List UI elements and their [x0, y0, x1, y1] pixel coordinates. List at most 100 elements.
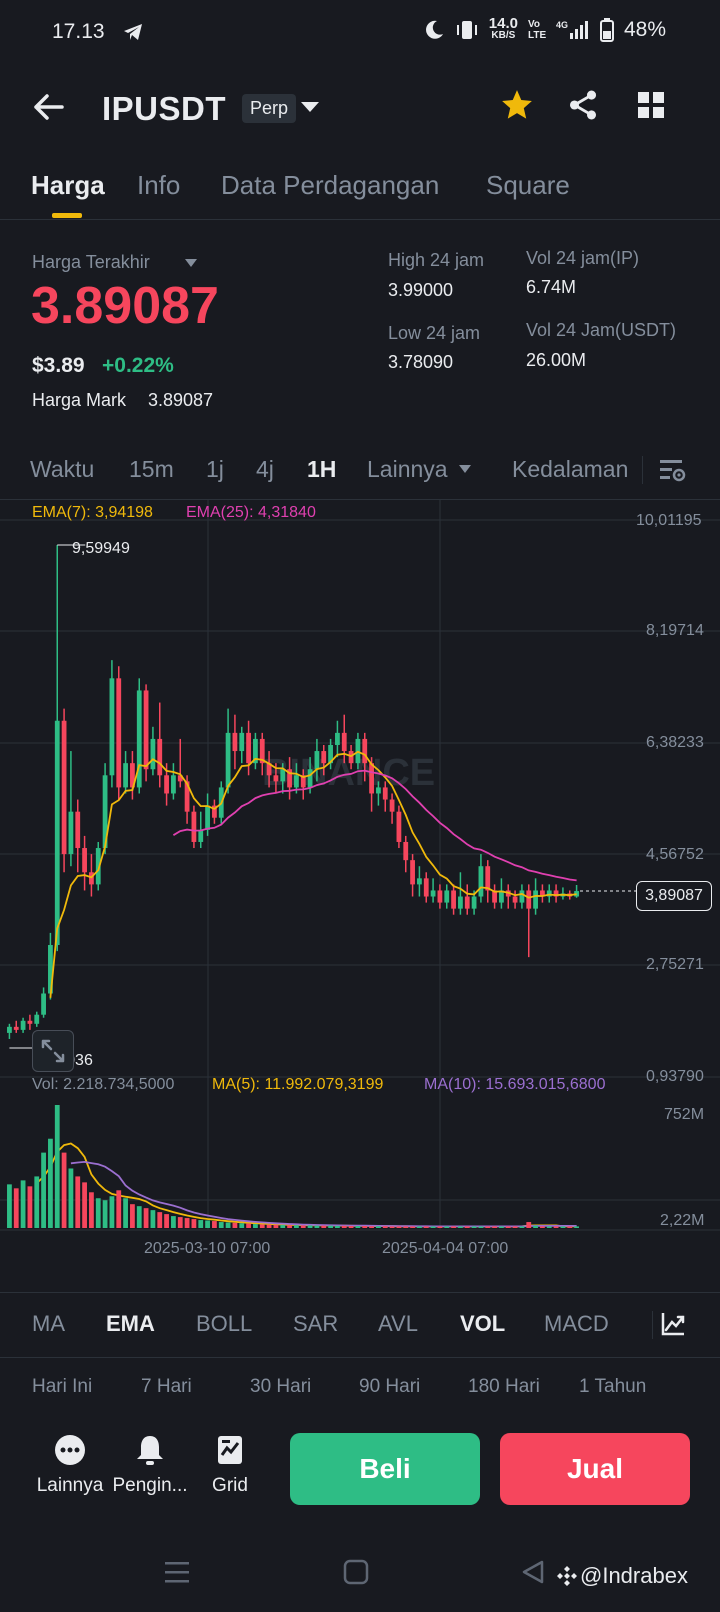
net-speed-unit: KB/S [491, 30, 516, 41]
price-tick-1: 10,01195 [636, 512, 702, 529]
alert-button[interactable]: Pengin... [105, 1433, 195, 1497]
interval-1h[interactable]: 1H [307, 456, 337, 482]
indicator-settings-icon[interactable] [660, 1311, 686, 1337]
volume-bar [382, 1226, 388, 1228]
price-tick-6: 0,93790 [646, 1068, 704, 1085]
indicator-boll[interactable]: BOLL [196, 1311, 253, 1336]
tab-square[interactable]: Square [486, 170, 570, 200]
volume-bar [423, 1226, 429, 1228]
perp-badge: Perp [242, 94, 297, 123]
period-1y[interactable]: 1 Tahun [579, 1376, 647, 1397]
period-90d[interactable]: 90 Hari [359, 1376, 421, 1397]
volume-bar [164, 1214, 169, 1228]
candle-body [143, 690, 149, 770]
candle-body [239, 732, 245, 752]
indicator-sar[interactable]: SAR [293, 1311, 339, 1336]
grid-button[interactable]: Grid [185, 1433, 275, 1497]
volume-bar [321, 1225, 327, 1228]
volume-bar [123, 1198, 128, 1228]
interval-kedalaman[interactable]: Kedalaman [512, 456, 629, 482]
battery-icon [599, 18, 614, 42]
sell-button[interactable]: Jual [500, 1433, 690, 1505]
candle-body [95, 848, 101, 885]
candle-body [430, 890, 436, 897]
chart-settings-icon[interactable] [658, 456, 686, 484]
candle-body [54, 720, 60, 946]
vol-usdt-value: 26.00M [526, 350, 587, 370]
volume-bar [136, 1206, 142, 1228]
volume-bar [259, 1224, 265, 1228]
candle-body [246, 732, 251, 764]
more-label: Lainnya [36, 1475, 104, 1496]
volume-bar [171, 1216, 176, 1228]
price-change: +0.22% [102, 354, 174, 377]
indicator-ema[interactable]: EMA [106, 1311, 155, 1336]
back-icon[interactable] [520, 1559, 546, 1585]
volume-bar [218, 1222, 224, 1228]
interval-15m[interactable]: 15m [129, 456, 174, 482]
indicator-macd[interactable]: MACD [544, 1311, 609, 1336]
chart-area[interactable]: BINANCE EMA(7): 3,94198 EMA(25): 4,31840… [0, 500, 720, 1270]
volume-bar [355, 1226, 361, 1228]
symbol-title[interactable]: IPUSDT [102, 90, 227, 127]
candle-body [410, 860, 415, 885]
volume-bar [273, 1224, 279, 1228]
volume-bar [246, 1223, 251, 1228]
buy-button[interactable]: Beli [290, 1433, 480, 1505]
caret-down-icon[interactable] [184, 258, 198, 268]
interval-waktu[interactable]: Waktu [30, 456, 95, 482]
candle-body [102, 775, 108, 849]
back-arrow-icon[interactable] [32, 92, 66, 122]
candle-body [540, 890, 545, 897]
star-icon[interactable] [500, 88, 534, 122]
low-24h-value: 3.78090 [388, 352, 454, 372]
volume-bar [184, 1218, 190, 1228]
more-button[interactable]: Lainnya [25, 1433, 115, 1497]
tab-info[interactable]: Info [137, 170, 181, 200]
volte-label: Vo LTE [527, 19, 547, 41]
volume-bar [82, 1182, 87, 1228]
price-tick-3: 6,38233 [646, 734, 704, 751]
divider [642, 456, 643, 484]
volume-bar [546, 1226, 552, 1228]
volume-bar [485, 1226, 491, 1228]
volume-bar [553, 1226, 559, 1228]
grid-menu-icon[interactable] [636, 90, 666, 120]
home-icon[interactable] [343, 1559, 369, 1585]
period-180d[interactable]: 180 Hari [468, 1376, 540, 1397]
candle-body [150, 738, 156, 770]
volume-bar [27, 1186, 33, 1228]
vol-tick-max: 752M [664, 1106, 705, 1123]
ma5-label: MA(5): 11.992.079,3199 [212, 1076, 384, 1093]
fullscreen-button[interactable] [32, 1030, 74, 1072]
volume-bar [68, 1168, 74, 1228]
interval-lainnya[interactable]: Lainnya [367, 456, 448, 482]
candle-body [396, 811, 402, 842]
candle-body [382, 787, 388, 800]
volume-bar [444, 1226, 450, 1228]
volume-bar [403, 1226, 409, 1228]
candle-body [492, 890, 497, 903]
indicator-avl[interactable]: AVL [378, 1311, 418, 1336]
volume-bar [369, 1226, 374, 1228]
candle-body [437, 890, 443, 903]
share-icon[interactable] [566, 88, 600, 122]
indicator-vol[interactable]: VOL [460, 1311, 506, 1336]
candlestick-chart[interactable]: BINANCE [0, 500, 720, 1270]
volume-bar [335, 1225, 340, 1228]
ema7-line [49, 750, 577, 998]
candle-body [75, 811, 81, 849]
interval-4j[interactable]: 4j [256, 456, 274, 482]
recent-apps-icon[interactable] [164, 1559, 190, 1585]
chevron-down-icon[interactable] [300, 100, 320, 114]
volume-bar [300, 1225, 306, 1228]
indicator-ma[interactable]: MA [32, 1311, 65, 1336]
tab-data-perdagangan[interactable]: Data Perdagangan [221, 170, 440, 200]
tab-harga[interactable]: Harga [31, 170, 105, 200]
period-today[interactable]: Hari Ini [32, 1376, 93, 1397]
period-7d[interactable]: 7 Hari [141, 1376, 192, 1397]
period-30d[interactable]: 30 Hari [250, 1376, 312, 1397]
interval-1j[interactable]: 1j [206, 456, 224, 482]
volume-bar [7, 1184, 12, 1228]
price-tick-2: 8,19714 [646, 622, 704, 639]
